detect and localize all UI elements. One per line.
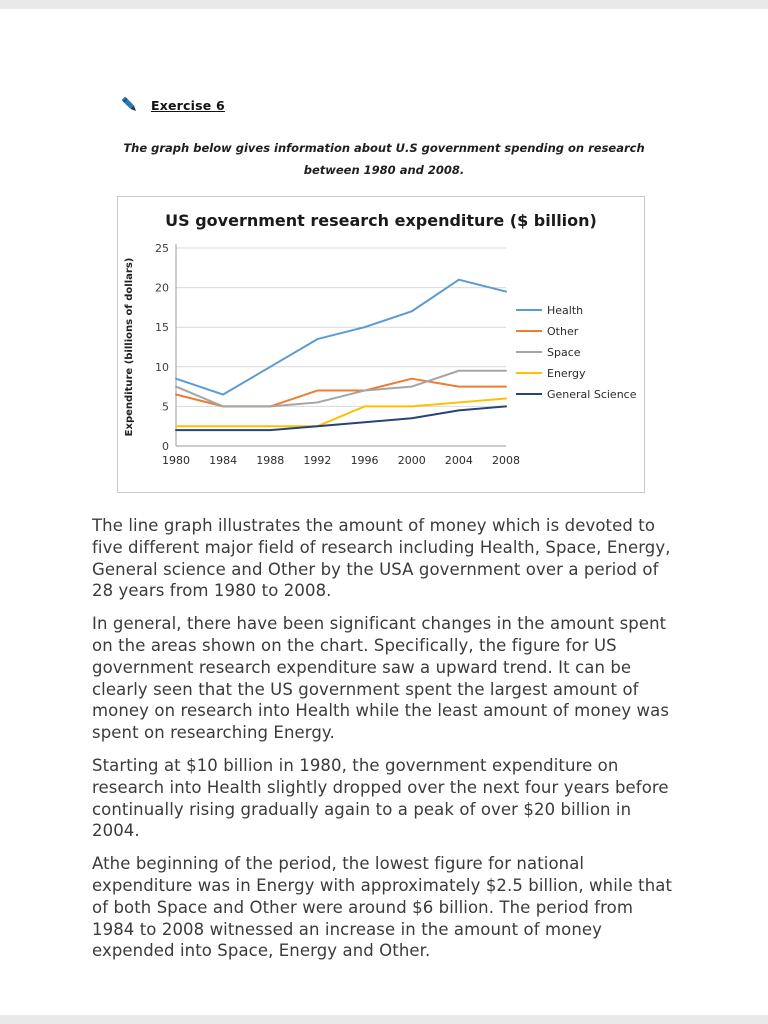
task-prompt: The graph below gives information about … — [92, 139, 676, 180]
essay-paragraph-4: Athe beginning of the period, the lowest… — [92, 854, 673, 961]
x-tick-label: 1996 — [351, 454, 379, 467]
x-tick-label: 2000 — [398, 454, 426, 467]
x-tick-label: 1984 — [209, 454, 237, 467]
x-tick-label: 1988 — [256, 454, 284, 467]
y-tick-label: 0 — [162, 440, 169, 453]
research-expenditure-line-chart: 0 5 10 15 20 25 1980 1984 1988 1992 1996 2000 2004 20… — [124, 242, 637, 467]
task-prompt-line1: The graph below gives information about … — [123, 141, 645, 155]
y-axis-title: Expenditure (billions of dollars) — [124, 258, 135, 437]
essay-body: The line graph illustrates the amount of… — [92, 515, 676, 962]
x-tick-label: 1992 — [303, 454, 331, 467]
legend-label-other: Other — [547, 325, 579, 338]
y-tick-label: 5 — [162, 400, 169, 413]
exercise-label: Exercise 6 — [151, 97, 225, 113]
series-line-space — [175, 369, 507, 408]
y-tick-label: 10 — [155, 361, 169, 374]
series-line-health — [175, 278, 507, 396]
series-line-general-science — [175, 405, 507, 432]
viewer-gap-bottom — [0, 1015, 768, 1024]
x-tick-label: 2008 — [492, 454, 520, 467]
legend-label-space: Space — [547, 346, 581, 359]
x-tick-label: 1980 — [162, 454, 190, 467]
x-tick-label: 2004 — [445, 454, 473, 467]
essay-paragraph-2: In general, there have been significant … — [92, 614, 670, 743]
chart-title: US government research expenditure ($ bi… — [165, 211, 597, 230]
y-tick-label: 15 — [155, 321, 169, 334]
exercise-header: Exercise 6 — [92, 93, 676, 117]
document-page: Exercise 6 The graph below gives informa… — [0, 9, 768, 1015]
chart-container: US government research expenditure ($ bi… — [117, 196, 645, 493]
y-tick-label: 25 — [155, 242, 169, 255]
essay-paragraph-3: Starting at $10 billion in 1980, the gov… — [92, 755, 669, 841]
legend-label-energy: Energy — [547, 367, 586, 380]
pencil-icon — [118, 93, 142, 117]
essay-paragraph-1: The line graph illustrates the amount of… — [92, 516, 671, 601]
y-tick-label: 20 — [155, 282, 169, 295]
task-prompt-line2: between 1980 and 2008. — [303, 163, 465, 177]
legend-label-general-science: General Science — [547, 388, 637, 401]
series-line-energy — [175, 397, 507, 428]
viewer-gap-top — [0, 0, 768, 9]
legend-label-health: Health — [547, 304, 583, 317]
